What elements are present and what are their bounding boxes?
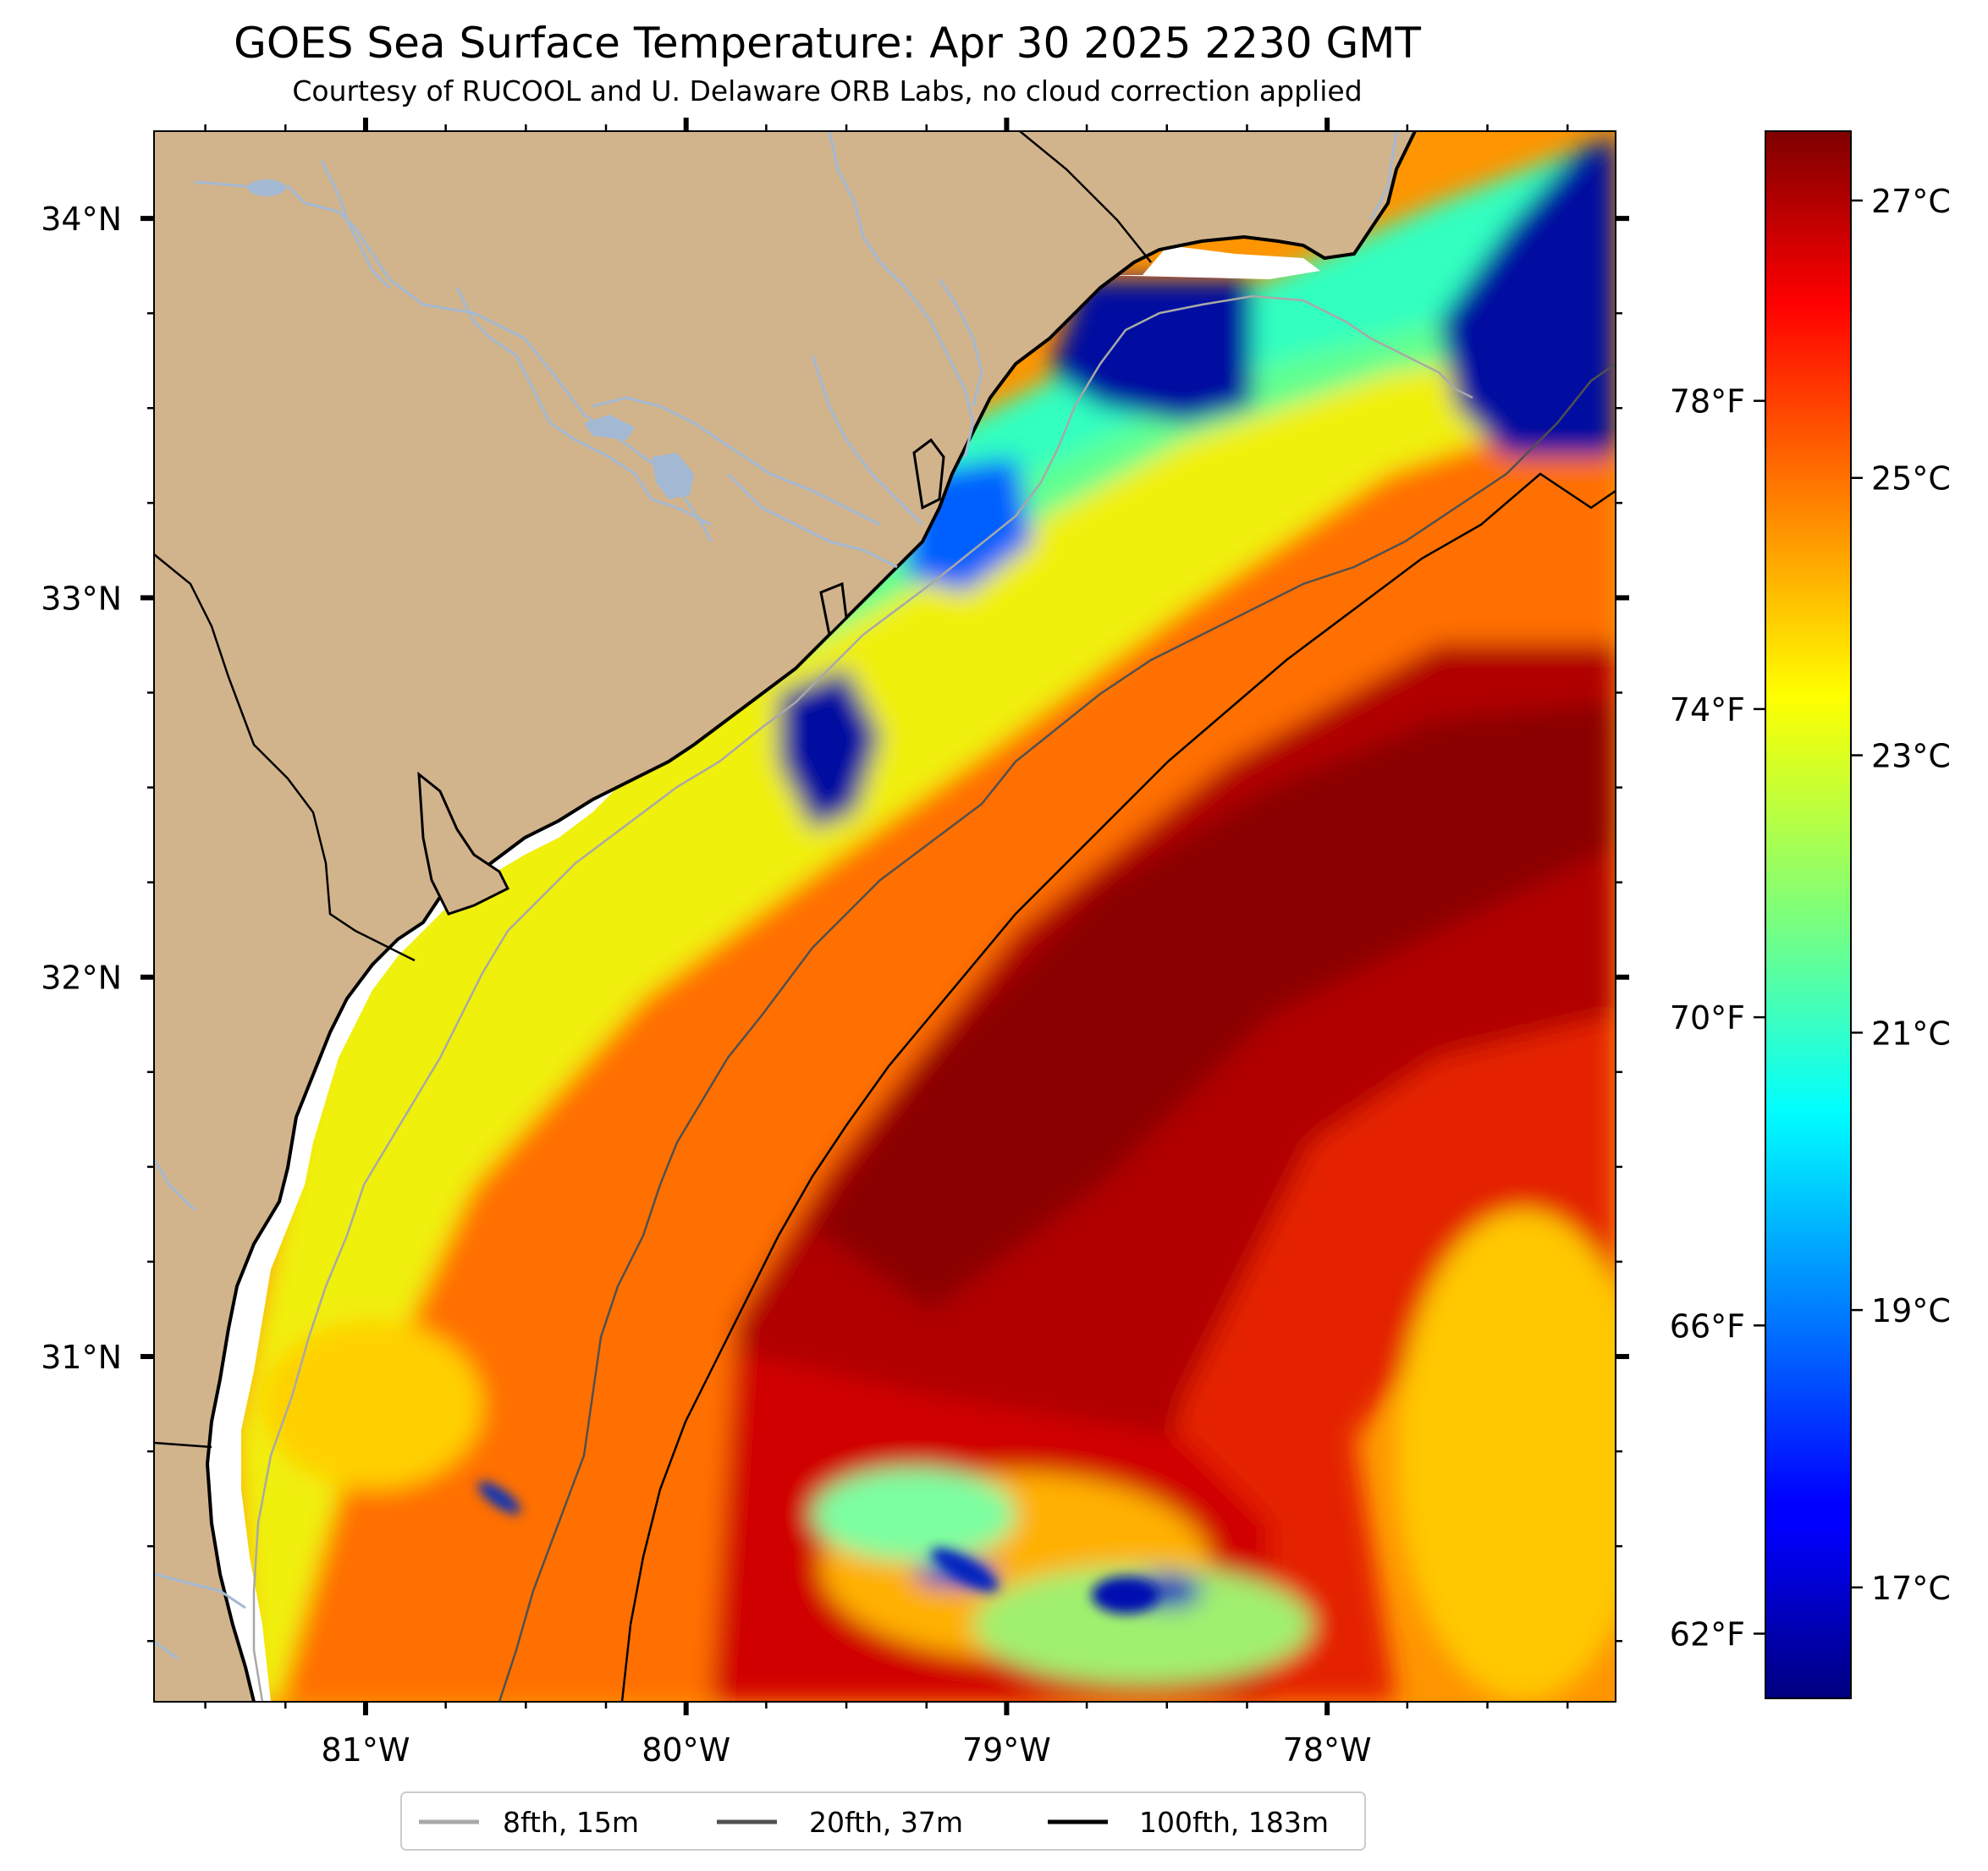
lat-label: 31°N	[41, 1339, 122, 1376]
fahrenheit-label: 78°F	[1670, 383, 1745, 421]
map-frame	[153, 130, 1616, 1703]
celsius-label: 23°C	[1871, 738, 1951, 775]
colorbar-gradient	[1765, 131, 1851, 1698]
map-labels: 34°N 33°N 32°N 31°N 81°W 80°W 79°W 78°W	[41, 201, 1371, 1769]
colorbar: 27°C 25°C 23°C 21°C 19°C 17°C 78°F 74°F 70°F 66°F…	[1670, 130, 1951, 1699]
colorbar-frame	[1765, 130, 1852, 1699]
celsius-label: 27°C	[1871, 183, 1951, 220]
lon-label: 81°W	[321, 1731, 410, 1769]
fahrenheit-label: 74°F	[1670, 691, 1745, 729]
isobath-20fth	[498, 362, 1616, 1702]
legend-item-100fth: 100fth, 183m	[1048, 1806, 1329, 1839]
lon-label: 79°W	[962, 1731, 1051, 1769]
lon-label: 78°W	[1283, 1731, 1372, 1769]
lat-label: 32°N	[41, 960, 122, 997]
legend-item-20fth: 20fth, 37m	[717, 1806, 963, 1839]
chart-subtitle: Courtesy of RUCOOL and U. Delaware ORB L…	[292, 74, 1363, 107]
legend-label-100fth: 100fth, 183m	[1139, 1806, 1329, 1839]
lat-label: 34°N	[41, 201, 122, 238]
legend-label-20fth: 20fth, 37m	[809, 1806, 963, 1839]
isobath-legend: 8fth, 15m 20fth, 37m 100fth, 183m	[400, 1791, 1366, 1851]
colorbar-labels: 27°C 25°C 23°C 21°C 19°C 17°C 78°F 74°F 70°F 66°F…	[1670, 183, 1951, 1654]
isobath-8fth	[252, 294, 1473, 1702]
state-border	[154, 553, 416, 962]
land-area	[154, 131, 1415, 1702]
legend-box	[400, 1791, 1366, 1851]
celsius-label: 25°C	[1871, 460, 1951, 498]
chart-title: GOES Sea Surface Temperature: Apr 30 202…	[234, 19, 1421, 68]
celsius-label: 19°C	[1871, 1292, 1951, 1329]
sst-bands	[154, 135, 1616, 1702]
fahrenheit-label: 70°F	[1670, 999, 1745, 1037]
celsius-label: 21°C	[1871, 1015, 1951, 1052]
fahrenheit-label: 62°F	[1670, 1616, 1745, 1654]
sst-map: 34°N 33°N 32°N 31°N 81°W 80°W 79°W 78°W	[41, 118, 1629, 1769]
legend-item-8fth: 8fth, 15m	[419, 1806, 639, 1839]
colorbar-ticks	[1754, 199, 1863, 1635]
celsius-label: 17°C	[1871, 1570, 1951, 1607]
coastline	[205, 131, 1417, 1702]
lat-label: 33°N	[41, 580, 122, 617]
map-ticks	[140, 118, 1629, 1715]
isobath-100fth	[620, 472, 1616, 1702]
lon-label: 80°W	[642, 1731, 730, 1769]
legend-label-8fth: 8fth, 15m	[503, 1806, 639, 1839]
fahrenheit-label: 66°F	[1670, 1307, 1745, 1345]
sst-cold-spots	[477, 1481, 1159, 1614]
